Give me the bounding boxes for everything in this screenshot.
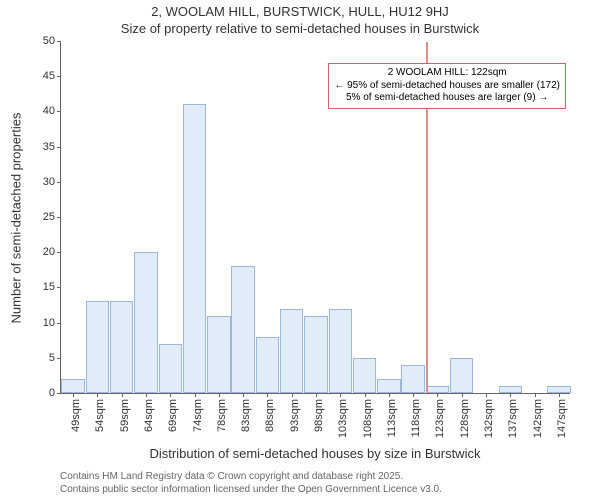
x-tick-mark xyxy=(292,393,293,397)
x-tick-label: 64sqm xyxy=(141,399,155,432)
x-tick-mark xyxy=(316,393,317,397)
histogram-bar xyxy=(183,104,206,393)
histogram-bar xyxy=(231,266,254,393)
y-tick-label: 30 xyxy=(43,176,61,188)
x-tick-mark xyxy=(510,393,511,397)
x-tick-mark xyxy=(486,393,487,397)
x-tick-mark xyxy=(243,393,244,397)
y-axis-label: Number of semi-detached properties xyxy=(9,113,24,324)
y-tick-label: 15 xyxy=(43,281,61,293)
x-tick-mark xyxy=(73,393,74,397)
x-tick-mark xyxy=(219,393,220,397)
annotation-box: 2 WOOLAM HILL: 122sqm← 95% of semi-detac… xyxy=(328,63,566,109)
x-tick-label: 59sqm xyxy=(117,399,131,432)
x-tick-label: 108sqm xyxy=(360,399,374,438)
footer-line-2: Contains public sector information licen… xyxy=(60,483,442,496)
histogram-bar xyxy=(450,358,473,393)
x-tick-label: 69sqm xyxy=(165,399,179,432)
x-tick-mark xyxy=(146,393,147,397)
x-tick-label: 49sqm xyxy=(68,399,82,432)
y-tick-label: 35 xyxy=(43,141,61,153)
histogram-bar xyxy=(159,344,182,393)
annotation-line: 2 WOOLAM HILL: 122sqm xyxy=(334,67,560,80)
histogram-bar xyxy=(426,386,449,393)
histogram-bar xyxy=(304,316,327,393)
x-tick-label: 147sqm xyxy=(554,399,568,438)
x-tick-mark xyxy=(389,393,390,397)
histogram-bar xyxy=(207,316,230,393)
histogram-bar xyxy=(377,379,400,393)
y-tick-label: 0 xyxy=(49,387,61,399)
histogram-bar xyxy=(61,379,84,393)
x-tick-mark xyxy=(267,393,268,397)
histogram-bar xyxy=(329,309,352,393)
y-tick-label: 45 xyxy=(43,70,61,82)
histogram-bar xyxy=(110,301,133,393)
x-tick-mark xyxy=(413,393,414,397)
y-tick-label: 25 xyxy=(43,211,61,223)
x-tick-label: 54sqm xyxy=(92,399,106,432)
y-tick-label: 40 xyxy=(43,105,61,117)
title-line-2: Size of property relative to semi-detach… xyxy=(0,21,600,38)
x-tick-mark xyxy=(462,393,463,397)
x-tick-mark xyxy=(122,393,123,397)
x-tick-mark xyxy=(365,393,366,397)
y-tick-label: 20 xyxy=(43,246,61,258)
x-tick-label: 74sqm xyxy=(190,399,204,432)
x-tick-label: 88sqm xyxy=(262,399,276,432)
x-tick-label: 128sqm xyxy=(457,399,471,438)
histogram-bar xyxy=(401,365,424,393)
histogram-bar xyxy=(256,337,279,393)
footer-attribution: Contains HM Land Registry data © Crown c… xyxy=(60,470,442,496)
x-tick-mark xyxy=(535,393,536,397)
x-axis-label: Distribution of semi-detached houses by … xyxy=(150,446,481,461)
x-tick-label: 123sqm xyxy=(432,399,446,438)
histogram-bar xyxy=(86,301,109,393)
y-tick-label: 10 xyxy=(43,317,61,329)
x-tick-label: 83sqm xyxy=(238,399,252,432)
chart-titles: 2, WOOLAM HILL, BURSTWICK, HULL, HU12 9H… xyxy=(0,0,600,38)
x-tick-label: 93sqm xyxy=(287,399,301,432)
y-tick-label: 50 xyxy=(43,35,61,47)
x-tick-label: 142sqm xyxy=(530,399,544,438)
chart-container: 2, WOOLAM HILL, BURSTWICK, HULL, HU12 9H… xyxy=(0,0,600,500)
x-tick-label: 113sqm xyxy=(384,399,398,437)
x-tick-label: 78sqm xyxy=(214,399,228,432)
plot-area: 0510152025303540455049sqm54sqm59sqm64sqm… xyxy=(60,42,570,394)
x-tick-mark xyxy=(437,393,438,397)
title-line-1: 2, WOOLAM HILL, BURSTWICK, HULL, HU12 9H… xyxy=(0,4,600,21)
x-tick-mark xyxy=(559,393,560,397)
annotation-line: ← 95% of semi-detached houses are smalle… xyxy=(334,80,560,93)
x-tick-mark xyxy=(340,393,341,397)
x-tick-label: 118sqm xyxy=(408,399,422,437)
x-tick-mark xyxy=(97,393,98,397)
x-tick-label: 98sqm xyxy=(311,399,325,432)
annotation-line: 5% of semi-detached houses are larger (9… xyxy=(334,92,560,105)
histogram-bar xyxy=(547,386,570,393)
x-tick-mark xyxy=(195,393,196,397)
x-tick-label: 137sqm xyxy=(505,399,519,438)
x-tick-mark xyxy=(170,393,171,397)
footer-line-1: Contains HM Land Registry data © Crown c… xyxy=(60,470,442,483)
y-tick-label: 5 xyxy=(49,352,61,364)
histogram-bar xyxy=(280,309,303,393)
histogram-bar xyxy=(353,358,376,393)
x-tick-label: 132sqm xyxy=(481,399,495,438)
x-tick-label: 103sqm xyxy=(335,399,349,438)
histogram-bar xyxy=(134,252,157,393)
histogram-bar xyxy=(499,386,522,393)
